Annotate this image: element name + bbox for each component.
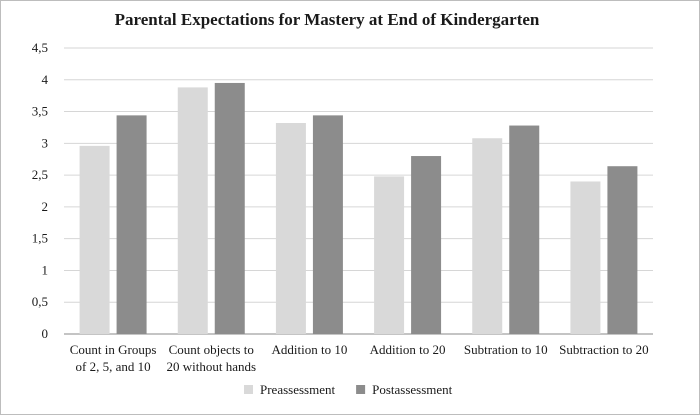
- x-category-label: Count in Groups: [70, 342, 157, 357]
- x-category-label: Subtration to 10: [464, 342, 548, 357]
- bar-preassessment-1: [79, 145, 110, 334]
- bar-preassessment-5: [472, 138, 503, 334]
- y-tick-label: 3: [42, 135, 49, 150]
- bar-postassessment-2: [214, 82, 245, 334]
- x-axis-labels: Count in Groups of 2, 5, and 10 Count obje…: [70, 342, 649, 374]
- x-category-label: Subtraction to 20: [559, 342, 649, 357]
- chart-title: Parental Expectations for Mastery at End…: [115, 10, 540, 29]
- y-tick-label: 3,5: [32, 104, 48, 119]
- y-axis-ticks: 0 0,5 1 1,5 2 2,5 3 3,5 4 4,5: [32, 40, 49, 341]
- bar-postassessment-6: [607, 166, 638, 334]
- x-category-label: Count objects to: [169, 342, 254, 357]
- y-tick-label: 4: [42, 72, 49, 87]
- gridlines: [64, 47, 653, 335]
- x-category-label: 20 without hands: [166, 359, 256, 374]
- y-tick-label: 4,5: [32, 40, 48, 55]
- bar-postassessment-3: [312, 115, 343, 334]
- legend-label-preassessment: Preassessment: [260, 382, 335, 397]
- y-tick-label: 2: [42, 199, 49, 214]
- legend-label-postassessment: Postassessment: [372, 382, 453, 397]
- x-category-label: Addition to 10: [271, 342, 347, 357]
- y-tick-label: 1: [42, 262, 49, 277]
- bars: [79, 82, 638, 335]
- bar-preassessment-2: [177, 87, 208, 334]
- y-tick-label: 0: [42, 326, 49, 341]
- bar-preassessment-6: [570, 181, 601, 334]
- x-category-label: Addition to 20: [370, 342, 446, 357]
- bar-preassessment-4: [374, 176, 405, 334]
- bar-preassessment-3: [275, 122, 306, 335]
- bar-postassessment-1: [116, 115, 147, 334]
- bar-postassessment-5: [509, 125, 540, 334]
- legend: Preassessment Postassessment: [244, 382, 453, 397]
- legend-swatch-postassessment: [356, 385, 366, 394]
- y-tick-label: 0,5: [32, 294, 48, 309]
- y-tick-label: 2,5: [32, 167, 48, 182]
- bar-postassessment-4: [411, 156, 442, 334]
- legend-swatch-preassessment: [244, 385, 253, 394]
- x-category-label: of 2, 5, and 10: [76, 359, 151, 374]
- y-tick-label: 1,5: [32, 231, 48, 246]
